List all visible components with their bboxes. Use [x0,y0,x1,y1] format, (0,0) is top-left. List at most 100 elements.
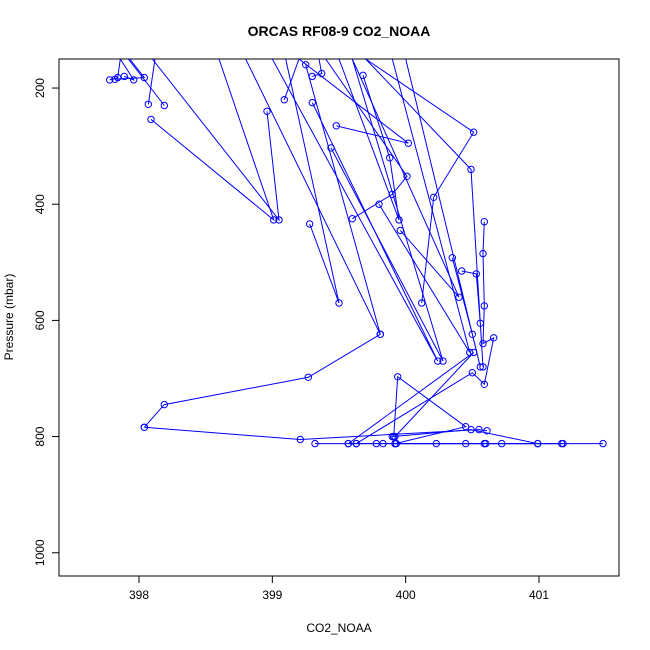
series-line [356,221,495,445]
data-point [391,432,399,441]
data-point [388,432,396,441]
data-point [263,107,271,116]
data-point [395,216,403,224]
data-point [467,425,475,434]
series-line [150,59,275,222]
y-tick-label: 1000 [33,539,47,566]
data-point [476,363,484,371]
data-point [475,425,483,434]
data-point [404,139,412,147]
data-point [388,190,396,199]
x-tick-label: 398 [129,588,149,602]
data-point [468,369,476,377]
data-point [479,249,487,258]
data-point [480,218,488,226]
data-point [418,299,426,307]
data-point [311,439,319,448]
y-axis: 200 400 600 800 1000 [33,78,59,566]
series-line [393,375,467,445]
data-point [483,427,491,435]
data-point [490,334,498,342]
data-point [480,302,488,310]
series-line [147,59,156,105]
x-axis: 398 399 400 401 [129,576,549,602]
data-point [160,400,169,409]
series-line [271,59,439,362]
data-point [270,216,278,224]
x-axis-label: CO2_NOAA [306,621,371,635]
x-tick-label: 400 [396,588,416,602]
y-tick-label: 800 [33,426,47,446]
data-point [160,101,169,110]
data-point [468,330,476,338]
data-point [344,439,352,448]
data-point [599,439,607,448]
data-point [306,220,314,228]
series-line [330,59,444,362]
data-point [470,348,478,357]
data-point [470,128,478,136]
data-point [106,76,114,84]
data-point [332,122,340,130]
data-point [480,380,488,388]
series-line [348,351,475,445]
data-point [130,76,138,84]
data-point [327,144,335,152]
y-axis-label: Pressure (mbar) [2,274,16,361]
data-point [140,73,149,82]
series-line [365,59,484,367]
data-point [439,357,447,365]
data-point [467,165,475,174]
data-point [140,423,149,431]
data-point [386,154,394,162]
data-point [120,72,129,81]
series-line [378,59,471,353]
data-point [296,435,304,444]
series-line [151,59,280,222]
data-point [275,216,283,224]
series-line [392,429,538,445]
data-point [479,339,487,348]
data-point [147,115,155,124]
data-point [376,330,384,338]
series-line [325,59,408,220]
data-point [458,267,466,275]
data-point [304,373,312,381]
data-point [559,439,567,448]
data-point [302,61,310,69]
data-point [403,172,411,181]
chart-title: ORCAS RF08-9 CO2_NOAA [248,23,431,39]
data-point [479,363,487,371]
x-tick-label: 399 [262,588,282,602]
data-point [379,439,387,448]
data-point [448,254,456,262]
data-point [308,98,316,107]
data-point [392,439,400,448]
series-line [365,59,475,304]
data-point [396,226,404,235]
data-point [348,215,356,223]
series-line [283,59,300,100]
plot-area [106,59,607,448]
data-point [430,193,438,202]
y-tick-label: 600 [33,310,47,330]
data-point [280,96,288,104]
data-point [144,100,153,109]
series-line [351,59,460,298]
data-point [375,200,383,208]
data-point [394,373,402,381]
x-tick-label: 401 [529,588,549,602]
series-line [405,59,481,368]
series-line [143,333,381,428]
series-line [298,59,409,144]
series-group [106,59,607,448]
data-point [335,299,343,307]
series-line [127,59,165,106]
data-point [352,439,360,448]
series-line [114,59,146,80]
data-point [434,357,442,365]
series-line [338,59,400,221]
plot-frame [58,58,620,577]
data-point [308,72,316,81]
